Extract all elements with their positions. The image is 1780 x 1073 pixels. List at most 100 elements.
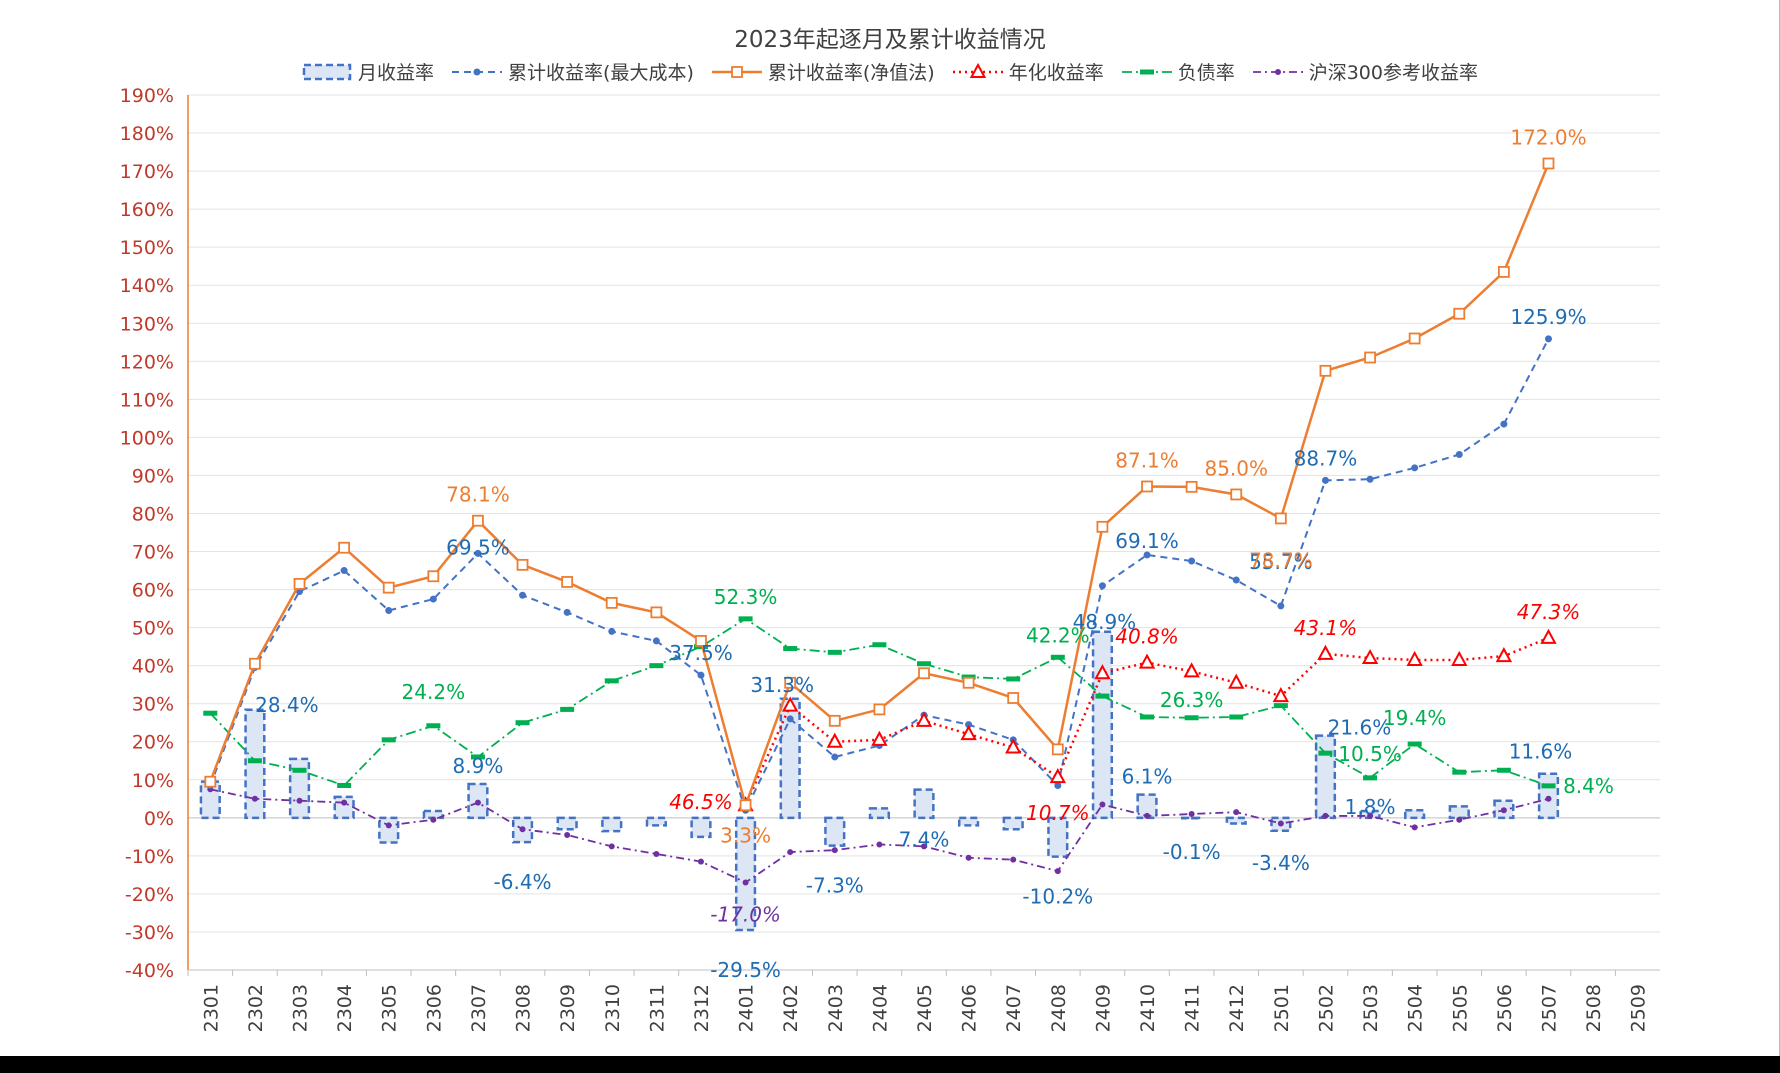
bar-monthly-return [1537,772,1560,820]
x-tick-label: 2505 [1449,984,1471,1032]
marker-hs300 [921,843,927,850]
legend-item: 月收益率 [302,58,434,85]
data-label: 43.1% [1294,616,1358,640]
data-label: 172.0% [1510,125,1586,149]
data-label: 85.0% [1204,456,1268,480]
legend-swatch [302,63,352,80]
y-tick-label: 10% [132,770,174,792]
bar-monthly-return [1047,816,1069,858]
data-label: 55.7% [1249,550,1313,574]
marker-nav [338,541,351,554]
legend-item: 年化收益率 [952,58,1104,85]
bar-monthly-return [244,708,266,820]
marker-nav [828,714,841,727]
marker-nav [650,606,663,619]
marker-cost-basis [1098,582,1106,590]
data-label: 6.1% [1122,765,1173,789]
marker-debt-ratio [515,720,530,726]
y-tick-label: 190% [120,85,174,107]
legend-label: 负债率 [1177,62,1235,84]
marker-nav [1141,480,1153,493]
bar-monthly-return [868,807,891,820]
data-label: -6.4% [494,870,552,894]
legend: 月收益率 累计收益率(最大成本) 累计收益率(净值法) 年化收益率 负债率 沪深300参考… [0,58,1780,85]
marker-debt-ratio [738,616,753,622]
data-label: 24.2% [402,680,466,704]
x-tick-label: 2401 [736,984,758,1032]
x-tick-label: 2301 [200,984,222,1032]
marker-annualized [1228,673,1245,689]
marker-annualized [1540,628,1557,644]
x-tick-label: 2407 [1003,984,1025,1032]
x-tick-label: 2309 [557,984,579,1032]
x-tick-label: 2402 [780,984,802,1032]
marker-hs300 [608,843,615,850]
x-tick-label: 2508 [1583,984,1605,1032]
marker-nav [1497,266,1510,278]
data-label: 40.8% [1115,625,1179,649]
bar-monthly-return [1091,630,1114,820]
legend-swatch [452,68,503,75]
marker-debt-ratio [560,706,575,712]
x-tick-label: 2507 [1538,984,1560,1032]
marker-debt-ratio [827,649,842,655]
x-tick-label: 2411 [1182,984,1204,1032]
y-tick-label: 30% [132,694,174,716]
data-label: -29.5% [710,958,781,982]
data-label: 8.4% [1563,774,1614,798]
bar-monthly-return [556,816,578,831]
marker-debt-ratio [649,663,664,669]
bar-monthly-return [601,816,623,833]
marker-cost-basis [608,627,616,635]
marker-nav [1051,743,1064,756]
marker-nav [293,577,306,590]
marker-annualized [960,725,977,741]
data-label: -7.3% [806,874,864,898]
x-tick-label: 2504 [1405,984,1427,1032]
data-label: 19.4% [1383,706,1447,730]
marker-annualized [1005,738,1022,754]
y-tick-label: 90% [132,465,174,487]
marker-debt-ratio [1095,693,1110,699]
marker-cost-basis [1500,420,1508,428]
marker-cost-basis [1188,557,1196,565]
marker-cost-basis [1232,576,1240,584]
marker-cost-basis [1544,335,1552,343]
y-tick-label: 150% [120,237,174,259]
marker-cost-basis [965,721,973,729]
marker-annualized [1049,768,1066,784]
bar-monthly-return [957,816,980,827]
bar-monthly-return [824,816,846,847]
bar-monthly-return [378,816,400,844]
marker-hs300 [474,799,481,806]
marker-debt-ratio [872,642,887,648]
marker-hs300 [1188,811,1195,818]
bar-monthly-return [645,816,667,827]
marker-debt-ratio [1452,769,1467,775]
marker-nav [1007,692,1020,704]
x-tick-label: 2502 [1315,984,1337,1032]
marker-hs300 [697,858,704,865]
y-tick-label: 160% [120,199,174,221]
data-label: 31.3% [750,673,814,697]
y-tick-label: 170% [120,161,174,183]
x-tick-label: 2310 [602,984,624,1032]
marker-hs300 [965,854,972,861]
data-label: 28.4% [255,693,319,717]
marker-nav [1408,332,1421,345]
data-label: 10.5% [1338,742,1402,766]
bar-monthly-return [1136,793,1158,820]
marker-nav [1319,364,1332,377]
marker-annualized [1495,647,1513,663]
marker-annualized [826,732,843,748]
y-tick-label: 180% [120,123,174,145]
data-label: 26.3% [1160,688,1224,712]
data-label: 52.3% [714,585,778,609]
marker-cost-basis [429,595,437,603]
marker-debt-ratio [1006,676,1021,682]
x-tick-label: 2506 [1494,984,1516,1032]
data-label: 1.8% [1345,795,1396,819]
data-label: 78.7% [1249,548,1313,572]
marker-hs300 [1500,807,1507,814]
